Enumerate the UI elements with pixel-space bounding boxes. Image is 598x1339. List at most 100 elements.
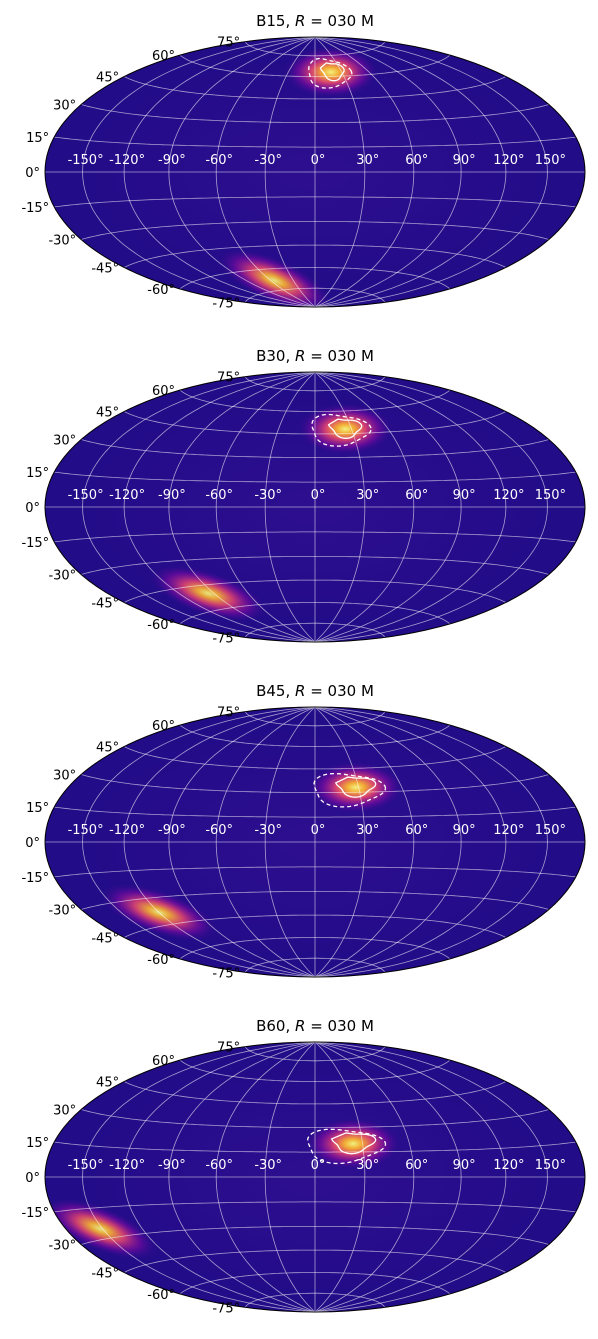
meridian-line xyxy=(314,372,507,642)
hotspot xyxy=(45,1197,159,1260)
latitude-tick-label: -30° xyxy=(48,1239,76,1254)
longitude-tick-label: 150° xyxy=(535,823,566,838)
latitude-tick-label: -60° xyxy=(147,1288,175,1303)
latitude-tick-label: -45° xyxy=(91,597,119,612)
longitude-tick-label: 120° xyxy=(493,823,524,838)
longitude-tick-label: 90° xyxy=(453,488,476,503)
longitude-tick-label: 60° xyxy=(405,488,428,503)
latitude-tick-label: 60° xyxy=(152,49,175,64)
meridian-line xyxy=(264,707,316,977)
meridian-line xyxy=(314,1042,366,1312)
longitude-tick-label: 30° xyxy=(356,1158,379,1173)
longitude-tick-label: -90° xyxy=(158,823,186,838)
longitude-tick-label: 0° xyxy=(311,488,326,503)
longitude-tick-label: -120° xyxy=(109,488,145,503)
contour-dashed xyxy=(313,772,387,808)
meridian-line xyxy=(82,707,316,977)
chart-title: B30, R = 030 M xyxy=(256,347,374,365)
sky-map-panel: -150° -120° -90° -60° -30° 0° 30° 60° 90° 120° 150… xyxy=(21,682,586,981)
longitude-tick-label: -30° xyxy=(254,488,282,503)
longitude-tick-label: -60° xyxy=(205,823,233,838)
latitude-tick-label: 45° xyxy=(96,741,119,756)
latitude-tick-label: 0° xyxy=(25,1171,40,1186)
meridian-line xyxy=(314,372,548,642)
meridian-line xyxy=(215,37,316,307)
latitude-tick-label: 15° xyxy=(26,1136,49,1151)
latitude-tick-label: -45° xyxy=(91,932,119,947)
contour-solid xyxy=(327,418,363,439)
hotspot xyxy=(217,248,332,307)
map-outline xyxy=(44,1041,586,1313)
longitude-tick-label: -120° xyxy=(109,1158,145,1173)
longitude-tick-label: 30° xyxy=(356,153,379,168)
longitude-tick-label: -150° xyxy=(68,488,104,503)
meridian-line xyxy=(314,1042,548,1312)
meridian-line xyxy=(314,1042,415,1312)
longitude-tick-label: -30° xyxy=(254,823,282,838)
longitude-tick-label: 0° xyxy=(311,153,326,168)
meridian-line xyxy=(264,37,316,307)
latitude-tick-label: 0° xyxy=(25,836,40,851)
map-outline xyxy=(44,36,586,308)
latitude-tick-label: 0° xyxy=(25,166,40,181)
latitude-tick-label: 45° xyxy=(96,1076,119,1091)
meridian-line xyxy=(82,37,316,307)
hotspot xyxy=(305,1117,402,1170)
longitude-tick-label: -90° xyxy=(158,488,186,503)
longitude-tick-label: -120° xyxy=(109,823,145,838)
longitude-tick-label: 60° xyxy=(405,1158,428,1173)
chart-title: B45, R = 030 M xyxy=(256,682,374,700)
latitude-tick-label: 30° xyxy=(53,434,76,449)
meridian-line xyxy=(168,372,316,642)
latitude-tick-label: 75° xyxy=(217,706,240,721)
meridian-line xyxy=(123,37,316,307)
latitude-tick-label: -15° xyxy=(21,871,49,886)
longitude-tick-label: -150° xyxy=(68,153,104,168)
longitude-tick-label: 30° xyxy=(356,823,379,838)
longitude-tick-label: 150° xyxy=(535,153,566,168)
latitude-tick-label: 75° xyxy=(217,1041,240,1056)
contour-dashed xyxy=(311,413,372,447)
hotspot xyxy=(297,403,394,455)
longitude-tick-label: -30° xyxy=(254,153,282,168)
meridian-line xyxy=(314,37,548,307)
longitude-tick-label: 0° xyxy=(311,823,326,838)
longitude-tick-label: -90° xyxy=(158,1158,186,1173)
hotspot xyxy=(282,46,379,99)
meridian-line xyxy=(168,707,316,977)
sky-map-panel: -150° -120° -90° -60° -30° 0° 30° 60° 90° 120° 150… xyxy=(21,12,586,311)
latitude-tick-label: 60° xyxy=(152,1054,175,1069)
longitude-tick-label: -90° xyxy=(158,153,186,168)
longitude-tick-label: -150° xyxy=(68,1158,104,1173)
latitude-tick-label: -60° xyxy=(147,953,175,968)
longitude-tick-label: -120° xyxy=(109,153,145,168)
latitude-tick-label: -60° xyxy=(147,283,175,298)
meridian-line xyxy=(123,1042,316,1312)
chart-title: B15, R = 030 M xyxy=(256,12,374,30)
longitude-tick-label: -150° xyxy=(68,823,104,838)
latitude-tick-label: -15° xyxy=(21,201,49,216)
latitude-tick-label: 75° xyxy=(217,371,240,386)
latitude-tick-label: 15° xyxy=(26,131,49,146)
latitude-tick-label: 15° xyxy=(26,801,49,816)
latitude-tick-label: -30° xyxy=(48,234,76,249)
meridian-line xyxy=(314,707,548,977)
meridian-line xyxy=(215,707,316,977)
meridian-line xyxy=(215,1042,316,1312)
contour-solid xyxy=(330,1132,377,1155)
meridian-line xyxy=(82,372,316,642)
meridian-line xyxy=(314,372,462,642)
latitude-tick-label: 45° xyxy=(96,406,119,421)
latitude-tick-label: -75° xyxy=(212,296,240,311)
latitude-tick-label: 0° xyxy=(25,501,40,516)
latitude-tick-label: -45° xyxy=(91,1267,119,1282)
meridian-line xyxy=(314,37,462,307)
meridian-line xyxy=(314,1042,507,1312)
latitude-tick-label: -75° xyxy=(212,966,240,981)
longitude-tick-label: 120° xyxy=(493,488,524,503)
meridian-line xyxy=(215,372,316,642)
longitude-tick-label: 90° xyxy=(453,153,476,168)
longitude-tick-label: 120° xyxy=(493,153,524,168)
latitude-tick-label: -45° xyxy=(91,262,119,277)
meridian-line xyxy=(264,372,316,642)
